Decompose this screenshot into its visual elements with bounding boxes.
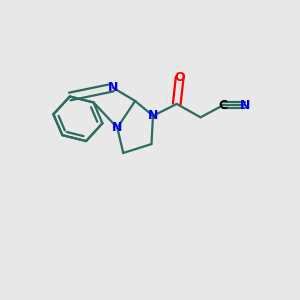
Text: N: N [108, 81, 118, 94]
Text: O: O [174, 71, 185, 84]
Text: N: N [148, 109, 158, 122]
Text: N: N [112, 121, 122, 134]
Text: C: C [218, 99, 227, 112]
Text: N: N [240, 99, 250, 112]
